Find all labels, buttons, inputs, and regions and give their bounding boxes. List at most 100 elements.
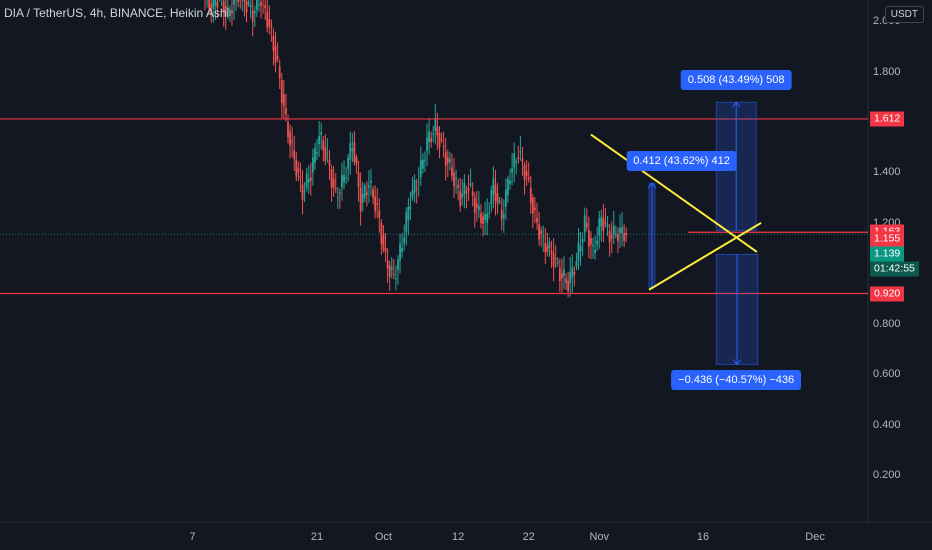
candle-body <box>490 190 493 204</box>
candle-body <box>388 265 391 277</box>
candle-body <box>403 237 406 244</box>
candle-body <box>558 268 561 282</box>
candle-body <box>274 46 277 63</box>
candle-body <box>521 158 524 162</box>
candle-body <box>552 253 555 267</box>
candle-body <box>324 147 327 161</box>
candle-body <box>529 187 532 203</box>
candle-body <box>612 225 615 235</box>
candle-body <box>546 245 549 253</box>
candle-body <box>363 185 366 198</box>
candle-body <box>424 159 426 161</box>
candle-body <box>349 143 352 160</box>
time-tick-label: Nov <box>589 531 610 543</box>
candle-body <box>502 214 505 218</box>
candle-body <box>411 190 414 198</box>
trendline <box>590 133 758 253</box>
candle-body <box>623 232 626 241</box>
candle-body <box>596 240 599 245</box>
candle-body <box>606 223 609 227</box>
price-tick-label: 0.600 <box>873 368 901 381</box>
candle-body <box>608 231 611 243</box>
candle-body <box>438 133 441 148</box>
candle-body <box>378 210 381 218</box>
candle-body <box>469 183 472 186</box>
candle-body <box>430 138 433 143</box>
candle-body <box>258 4 260 6</box>
candle-body <box>355 157 358 164</box>
candle-body <box>556 262 559 264</box>
candle-body <box>336 197 339 199</box>
candle-body <box>270 26 273 28</box>
candle-body <box>253 11 256 14</box>
candle-body <box>417 181 420 183</box>
candle-body <box>571 267 574 278</box>
candle-body <box>359 187 362 212</box>
trendline <box>648 222 762 291</box>
candle-body <box>536 217 538 223</box>
candle-body <box>222 0 225 12</box>
candle-body <box>415 187 418 189</box>
candle-body <box>214 0 217 6</box>
candle-body <box>444 152 447 166</box>
candle-body <box>322 140 325 151</box>
candle-body <box>316 152 318 154</box>
candle-body <box>625 232 628 236</box>
candle-body <box>542 235 545 237</box>
candle-body <box>461 193 464 198</box>
candle-body <box>318 135 321 145</box>
candle-body <box>380 222 383 244</box>
candle-body <box>426 137 428 151</box>
candle-body <box>280 80 283 104</box>
candle-body <box>390 267 393 270</box>
candle-body <box>386 260 389 269</box>
price-tick-label: 0.800 <box>873 317 901 330</box>
candle-body <box>504 189 507 207</box>
candle-body <box>351 148 354 151</box>
time-tick-label: Oct <box>374 531 392 543</box>
candle-body <box>585 222 588 228</box>
candle-body <box>473 197 476 213</box>
candle-body <box>233 0 235 5</box>
candle-body <box>268 19 271 26</box>
candle-body <box>376 203 379 205</box>
candle-body <box>500 209 503 220</box>
candle-body <box>492 178 495 195</box>
candle-body <box>260 2 262 6</box>
candle-body <box>357 172 360 188</box>
candle-body <box>407 207 410 221</box>
candle-body <box>515 160 518 163</box>
candle-body <box>231 10 233 14</box>
candle-body <box>328 159 331 166</box>
candle-body <box>563 269 565 276</box>
candle-body <box>341 174 343 188</box>
candle-body <box>513 153 516 168</box>
candle-body <box>361 193 364 203</box>
measurement-arrowhead <box>647 182 657 189</box>
candle-body <box>519 151 522 153</box>
candle-body <box>264 5 267 9</box>
candle-body <box>432 133 435 135</box>
candle-body <box>314 148 316 163</box>
candle-body <box>440 139 443 141</box>
time-tick-label: Dec <box>805 531 825 543</box>
candle-body <box>392 273 395 275</box>
measurement-label: 0.508 (43.49%) 508 <box>680 70 792 91</box>
candle-body <box>436 127 439 136</box>
candle-body <box>446 157 449 164</box>
candle-body <box>619 228 621 233</box>
candle-body <box>229 9 231 16</box>
candle-body <box>266 12 269 28</box>
candle-body <box>345 177 347 179</box>
candle-body <box>224 5 227 16</box>
time-tick-label: 16 <box>696 531 710 543</box>
currency-button[interactable]: USDT <box>884 6 924 23</box>
candle-body <box>511 168 513 173</box>
candle-body <box>484 214 487 220</box>
candle-body <box>237 0 240 3</box>
candle-body <box>338 192 341 194</box>
candle-body <box>368 185 370 188</box>
candle-body <box>309 177 312 181</box>
candle-body <box>243 0 246 2</box>
